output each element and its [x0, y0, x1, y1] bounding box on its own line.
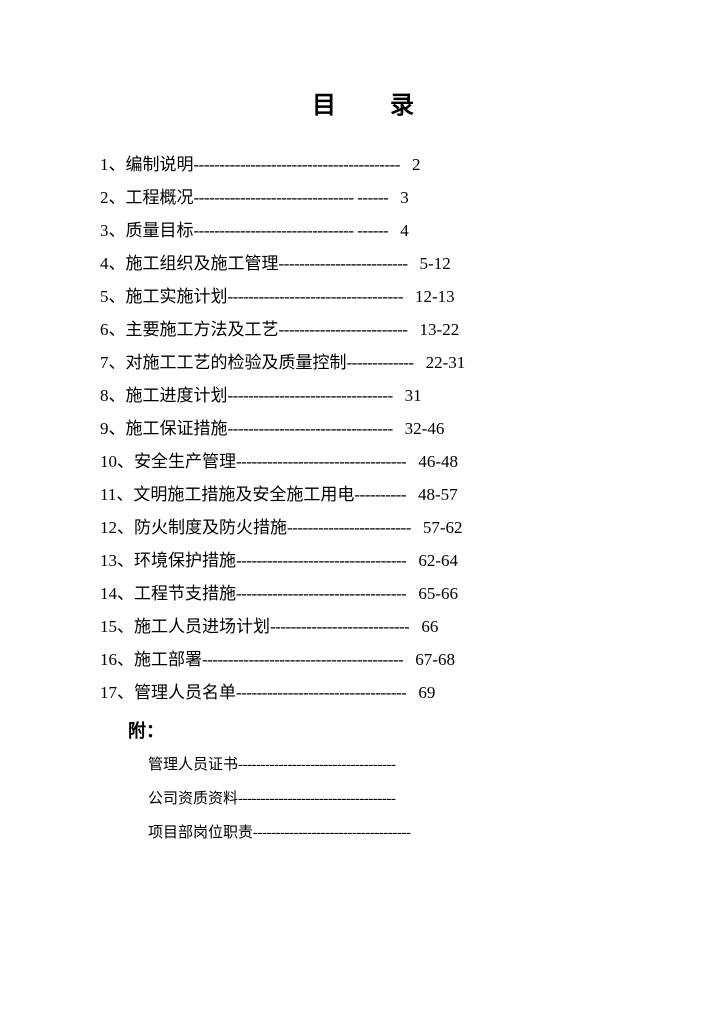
toc-item-page: 4: [388, 214, 409, 247]
toc-item-text: 施工部署: [134, 643, 202, 676]
toc-title: 目 录: [100, 85, 626, 120]
toc-item-page: 57-62: [411, 511, 463, 544]
toc-item-label: 1、: [100, 148, 126, 181]
toc-item-text: 主要施工方法及工艺: [126, 313, 279, 346]
toc-item: 10、安全生产管理-------------------------------…: [100, 445, 626, 478]
toc-item-text: 对施工工艺的检验及质量控制: [126, 346, 347, 379]
toc-item: 6、主要施工方法及工艺-------------------------13-2…: [100, 313, 626, 346]
toc-item-dashes: ----------------------------------------: [194, 148, 400, 181]
toc-item-page: 3: [388, 181, 409, 214]
appendix-item-label: 公司资质资料: [148, 782, 238, 816]
toc-item-label: 2、: [100, 181, 126, 214]
appendix-item-dashes: -----------------------------------: [238, 748, 395, 782]
toc-item: 9、施工保证措施--------------------------------…: [100, 412, 626, 445]
toc-item-text: 管理人员名单: [134, 676, 236, 709]
toc-item-page: 32-46: [393, 412, 445, 445]
toc-item: 11、文明施工措施及安全施工用电----------48-57: [100, 478, 626, 511]
toc-item-text: 质量目标: [126, 214, 194, 247]
toc-item-dashes: ---------------------------------------: [202, 643, 403, 676]
appendix-item-label: 项目部岗位职责: [148, 816, 253, 850]
toc-item: 13、环境保护措施-------------------------------…: [100, 544, 626, 577]
toc-item-text: 环境保护措施: [134, 544, 236, 577]
toc-item-page: 65-66: [406, 577, 458, 610]
appendix-item-dashes: -----------------------------------: [238, 782, 395, 816]
toc-item-dashes: ---------------------------------: [236, 445, 406, 478]
toc-item: 2、工程概况------------------------------- --…: [100, 181, 626, 214]
toc-item-page: 69: [406, 676, 435, 709]
toc-item-dashes: -------------: [347, 346, 414, 379]
toc-item: 5、施工实施计划--------------------------------…: [100, 280, 626, 313]
toc-item-label: 8、: [100, 379, 126, 412]
toc-item-label: 13、: [100, 544, 134, 577]
toc-item-label: 3、: [100, 214, 126, 247]
toc-item-label: 17、: [100, 676, 134, 709]
toc-item-text: 编制说明: [126, 148, 194, 181]
toc-item-label: 6、: [100, 313, 126, 346]
toc-item-dashes: ---------------------------------: [236, 577, 406, 610]
toc-item-page: 5-12: [408, 247, 451, 280]
toc-item-label: 16、: [100, 643, 134, 676]
toc-item-label: 14、: [100, 577, 134, 610]
toc-item-page: 22-31: [414, 346, 466, 379]
toc-item-dashes: ----------: [354, 478, 406, 511]
toc-item: 16、施工部署---------------------------------…: [100, 643, 626, 676]
toc-item-text: 防火制度及防火措施: [134, 511, 287, 544]
toc-item-text: 施工组织及施工管理: [126, 247, 279, 280]
toc-item-dashes: -------------------------: [279, 247, 408, 280]
toc-item: 17、管理人员名单-------------------------------…: [100, 676, 626, 709]
toc-item: 1、编制说明----------------------------------…: [100, 148, 626, 181]
toc-item: 3、质量目标------------------------------- --…: [100, 214, 626, 247]
toc-item-page: 31: [393, 379, 422, 412]
toc-item-dashes: --------------------------------: [228, 412, 393, 445]
toc-item-dashes: ---------------------------: [270, 610, 409, 643]
toc-item-dashes: ------------------------------- ------: [194, 214, 389, 247]
toc-item-page: 12-13: [403, 280, 455, 313]
toc-list: 1、编制说明----------------------------------…: [100, 148, 626, 709]
appendix-item-dashes: -----------------------------------: [253, 816, 410, 850]
toc-item-text: 工程节支措施: [134, 577, 236, 610]
toc-item-text: 施工实施计划: [126, 280, 228, 313]
toc-item-label: 5、: [100, 280, 126, 313]
toc-item-dashes: ---------------------------------: [236, 676, 406, 709]
toc-item-label: 7、: [100, 346, 126, 379]
appendix-item-label: 管理人员证书: [148, 748, 238, 782]
toc-item-page: 48-57: [406, 478, 458, 511]
toc-item-label: 10、: [100, 445, 134, 478]
toc-item-page: 66: [409, 610, 438, 643]
toc-item-page: 13-22: [408, 313, 460, 346]
appendix-item: 公司资质资料----------------------------------…: [148, 782, 626, 816]
toc-item-text: 工程概况: [126, 181, 194, 214]
toc-item: 7、对施工工艺的检验及质量控制-------------22-31: [100, 346, 626, 379]
toc-item: 8、施工进度计划--------------------------------…: [100, 379, 626, 412]
appendix-list: 管理人员证书----------------------------------…: [100, 748, 626, 850]
toc-item-page: 67-68: [403, 643, 455, 676]
toc-item-dashes: ------------------------: [287, 511, 411, 544]
toc-item-text: 施工保证措施: [126, 412, 228, 445]
toc-item-page: 46-48: [406, 445, 458, 478]
toc-item: 15、施工人员进场计划---------------------------66: [100, 610, 626, 643]
toc-item: 12、防火制度及防火措施------------------------ 57-…: [100, 511, 626, 544]
toc-item-label: 12、: [100, 511, 134, 544]
toc-item: 4、施工组织及施工管理-------------------------5-12: [100, 247, 626, 280]
toc-item-label: 9、: [100, 412, 126, 445]
toc-item: 14、工程节支措施-------------------------------…: [100, 577, 626, 610]
toc-item-label: 15、: [100, 610, 134, 643]
appendix-item: 管理人员证书----------------------------------…: [148, 748, 626, 782]
toc-item-dashes: --------------------------------: [228, 379, 393, 412]
toc-item-text: 施工进度计划: [126, 379, 228, 412]
toc-item-dashes: ----------------------------------: [228, 280, 403, 313]
toc-item-text: 施工人员进场计划: [134, 610, 270, 643]
toc-item-text: 文明施工措施及安全施工用电: [133, 478, 354, 511]
appendix-title: 附：: [128, 715, 626, 748]
appendix-item: 项目部岗位职责---------------------------------…: [148, 816, 626, 850]
toc-item-label: 11、: [100, 478, 133, 511]
toc-item-page: 62-64: [406, 544, 458, 577]
toc-item-dashes: ------------------------------- ------: [194, 181, 389, 214]
toc-item-dashes: ---------------------------------: [236, 544, 406, 577]
toc-item-page: 2: [400, 148, 421, 181]
toc-item-label: 4、: [100, 247, 126, 280]
toc-item-text: 安全生产管理: [134, 445, 236, 478]
toc-item-dashes: -------------------------: [279, 313, 408, 346]
